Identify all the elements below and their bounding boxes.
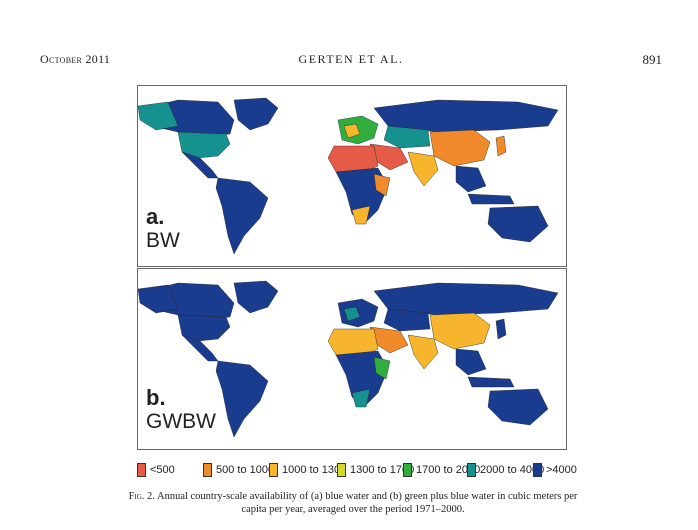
region-greenland [233,97,279,131]
legend-item: 1000 to 1300 [269,463,346,477]
region-east-africa [373,173,391,197]
region-east-africa [373,356,391,380]
legend-label: 1000 to 1300 [282,464,347,476]
map-legend: <500 500 to 1000 1000 to 1300 1300 to 17… [137,463,577,479]
region-central-europe [343,123,361,139]
panel-label-a: a. BW [146,204,180,252]
legend-swatch [337,463,346,477]
region-south-america [215,360,269,438]
region-india [407,334,439,370]
legend-swatch [403,463,412,477]
legend-swatch [533,463,542,477]
region-australia [487,388,549,426]
region-india [407,151,439,187]
legend-label: >4000 [546,464,577,476]
legend-item: 500 to 1000 [203,463,274,477]
region-china [429,129,491,167]
world-map-green-blue-water [138,280,559,438]
legend-swatch [137,463,146,477]
legend-item: 2000 to 4000 [467,463,544,477]
legend-label: 1300 to 1700 [350,464,415,476]
legend-swatch [203,463,212,477]
region-greenland [233,280,279,314]
region-central-europe [343,306,361,322]
legend-label: 2000 to 4000 [480,464,545,476]
panel-letter: b. [146,385,166,410]
region-south-africa [351,205,371,225]
region-central-asia [383,308,431,332]
legend-label: <500 [150,464,175,476]
world-map-blue-water [138,97,559,255]
figure-caption: Fig. 2. Annual country-scale availabilit… [128,490,578,516]
region-japan [495,318,507,340]
legend-label: 1700 to 2000 [416,464,481,476]
legend-swatch [269,463,278,477]
region-southeast-asia [455,165,487,193]
legend-item: 1700 to 2000 [403,463,480,477]
region-japan [495,135,507,157]
legend-label: 500 to 1000 [216,464,275,476]
figure-label: Fig. 2. [128,491,155,502]
region-indonesia [467,193,515,205]
region-south-america [215,177,269,255]
panel-label-b: b. GWBW [146,385,216,433]
region-southeast-asia [455,348,487,376]
region-alaska [138,101,179,131]
legend-item: 1300 to 1700 [337,463,414,477]
panel-letter: a. [146,204,165,229]
region-south-africa [351,388,371,408]
region-alaska [138,284,179,314]
legend-item: >4000 [533,463,577,477]
panel-code: BW [146,229,180,252]
region-indonesia [467,376,515,388]
page-header: October 2011 GERTEN ET AL. 891 [40,52,662,70]
region-central-asia [383,125,431,149]
header-authors: GERTEN ET AL. [298,52,404,66]
map-panel-b: b. GWBW [137,268,567,450]
map-panel-a: a. BW [137,85,567,267]
legend-swatch [467,463,476,477]
panel-code: GWBW [146,410,216,433]
region-australia [487,205,549,243]
region-china [429,312,491,350]
header-page-number: 891 [642,52,663,67]
header-date: October 2011 [40,52,111,66]
caption-text: Annual country-scale availability of (a)… [154,491,578,515]
legend-item: <500 [137,463,175,477]
